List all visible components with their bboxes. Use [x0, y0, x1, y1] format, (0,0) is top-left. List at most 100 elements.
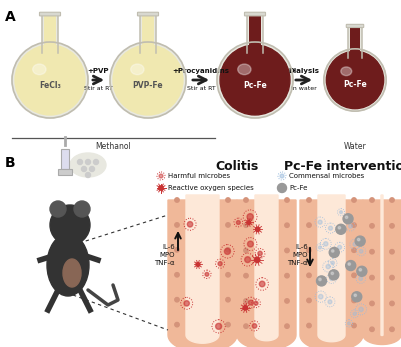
Circle shape [285, 223, 289, 227]
Circle shape [217, 42, 293, 118]
Circle shape [236, 221, 240, 225]
Circle shape [110, 42, 186, 118]
Circle shape [390, 249, 394, 254]
Circle shape [328, 226, 332, 230]
Circle shape [390, 301, 394, 306]
Polygon shape [381, 195, 383, 336]
Circle shape [326, 264, 330, 269]
Polygon shape [186, 195, 219, 343]
Ellipse shape [70, 153, 106, 177]
Text: IL-6
MPO
TNF-α: IL-6 MPO TNF-α [154, 244, 175, 266]
FancyBboxPatch shape [346, 24, 364, 27]
Polygon shape [363, 200, 401, 345]
Circle shape [113, 45, 183, 115]
Text: Commensal microbes: Commensal microbes [289, 173, 364, 179]
Circle shape [352, 298, 356, 303]
Text: B: B [5, 156, 16, 170]
Circle shape [205, 272, 209, 276]
Circle shape [258, 251, 262, 256]
Circle shape [390, 327, 394, 331]
Circle shape [12, 42, 88, 118]
Circle shape [346, 261, 356, 271]
Circle shape [370, 224, 374, 228]
Circle shape [15, 45, 85, 115]
Circle shape [244, 248, 248, 253]
Circle shape [85, 160, 91, 164]
Circle shape [285, 273, 289, 278]
Circle shape [370, 198, 374, 202]
FancyBboxPatch shape [39, 12, 61, 16]
Circle shape [390, 224, 394, 228]
Circle shape [332, 250, 334, 252]
Circle shape [159, 186, 163, 190]
Circle shape [357, 238, 360, 241]
Text: A: A [5, 10, 16, 24]
Circle shape [254, 301, 258, 305]
Circle shape [175, 273, 179, 277]
Text: Methanol: Methanol [95, 142, 131, 151]
Ellipse shape [47, 234, 89, 296]
Circle shape [285, 324, 289, 328]
Text: Dialysis: Dialysis [288, 68, 320, 74]
Circle shape [352, 323, 356, 328]
Circle shape [216, 323, 222, 329]
Circle shape [348, 322, 350, 325]
Circle shape [352, 198, 356, 202]
Text: Pc-Fe: Pc-Fe [343, 80, 367, 89]
Circle shape [244, 223, 248, 227]
Text: Reactive oxygen species: Reactive oxygen species [168, 185, 254, 191]
Circle shape [50, 205, 90, 245]
Polygon shape [300, 200, 363, 347]
Circle shape [175, 322, 179, 327]
Circle shape [359, 269, 362, 271]
Circle shape [175, 223, 179, 227]
Text: in water: in water [291, 86, 317, 91]
Circle shape [352, 223, 356, 227]
FancyBboxPatch shape [247, 15, 263, 42]
Circle shape [348, 263, 350, 265]
Text: Pc-Fe: Pc-Fe [243, 81, 267, 90]
Circle shape [249, 300, 253, 305]
Circle shape [307, 323, 311, 328]
Circle shape [324, 49, 386, 111]
Circle shape [226, 273, 230, 277]
FancyBboxPatch shape [142, 15, 154, 50]
FancyBboxPatch shape [249, 15, 261, 50]
Circle shape [225, 248, 231, 254]
Circle shape [331, 261, 334, 265]
Circle shape [247, 214, 253, 220]
Circle shape [343, 214, 353, 224]
Circle shape [318, 246, 321, 249]
Circle shape [226, 297, 230, 302]
Text: +PVP: +PVP [88, 68, 109, 74]
Circle shape [307, 248, 311, 252]
Circle shape [357, 266, 367, 276]
Circle shape [255, 257, 260, 263]
Circle shape [318, 220, 322, 224]
Circle shape [187, 222, 193, 227]
Circle shape [220, 45, 290, 115]
Circle shape [324, 242, 328, 246]
Circle shape [359, 277, 363, 280]
Text: Stir at RT: Stir at RT [186, 86, 215, 91]
FancyBboxPatch shape [44, 15, 56, 50]
Circle shape [175, 198, 179, 202]
Circle shape [244, 324, 248, 328]
Polygon shape [168, 200, 237, 347]
FancyBboxPatch shape [42, 15, 59, 42]
Circle shape [245, 257, 251, 263]
Circle shape [336, 224, 346, 234]
Circle shape [93, 160, 99, 164]
Circle shape [390, 276, 394, 280]
FancyBboxPatch shape [138, 12, 158, 16]
Circle shape [345, 216, 348, 219]
Circle shape [370, 327, 374, 331]
Circle shape [255, 227, 260, 231]
Circle shape [370, 276, 374, 280]
Circle shape [243, 306, 247, 310]
Polygon shape [255, 195, 278, 341]
Circle shape [247, 241, 253, 247]
Circle shape [352, 273, 356, 278]
Circle shape [244, 299, 248, 303]
Circle shape [85, 172, 91, 178]
